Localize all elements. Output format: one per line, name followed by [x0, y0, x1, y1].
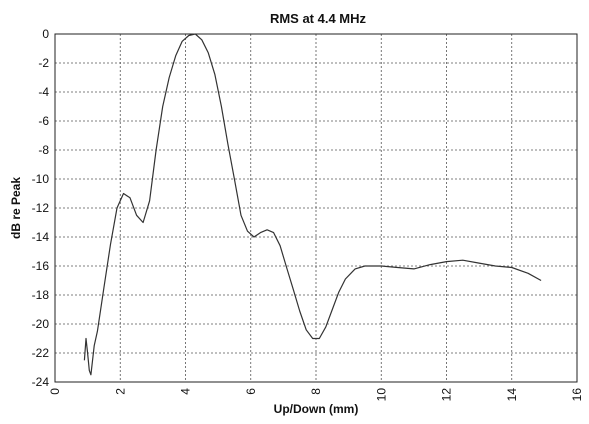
x-tick-label: 2 — [113, 388, 127, 395]
y-tick-label: -4 — [38, 85, 49, 99]
y-tick-label: -2 — [38, 56, 49, 70]
y-tick-label: 0 — [42, 27, 49, 41]
grid — [55, 34, 577, 382]
y-tick-label: -8 — [38, 143, 49, 157]
y-tick-label: -22 — [32, 346, 50, 360]
x-axis-label: Up/Down (mm) — [274, 402, 359, 416]
y-tick-label: -24 — [32, 375, 50, 389]
x-tick-label: 4 — [179, 388, 193, 395]
series-line-0 — [83, 33, 542, 376]
series-layer — [83, 33, 542, 376]
x-tick-label: 0 — [48, 388, 62, 395]
x-tick-label: 16 — [570, 388, 584, 402]
y-tick-label: -10 — [32, 172, 50, 186]
y-tick-label: -12 — [32, 201, 50, 215]
plot-area-frame — [54, 33, 578, 383]
x-tick-label: 6 — [244, 388, 258, 395]
x-axis-ticks: 0 2 4 6 8 10 12 14 16 — [48, 388, 584, 402]
x-tick-label: 12 — [440, 388, 454, 402]
y-tick-label: -20 — [32, 317, 50, 331]
chart-title: RMS at 4.4 MHz — [270, 11, 367, 26]
x-tick-label: 10 — [374, 388, 388, 402]
y-tick-label: -16 — [32, 259, 50, 273]
x-tick-label: 14 — [505, 388, 519, 402]
x-tick-label: 8 — [309, 388, 323, 395]
y-tick-label: -6 — [38, 114, 49, 128]
y-axis-ticks: 0 -2 -4 -6 -8 -10 -12 -14 -16 -18 -20 -22 -24 — [32, 27, 50, 389]
y-axis-label: dB re Peak — [9, 177, 23, 239]
y-tick-label: -14 — [32, 230, 50, 244]
y-tick-label: -18 — [32, 288, 50, 302]
